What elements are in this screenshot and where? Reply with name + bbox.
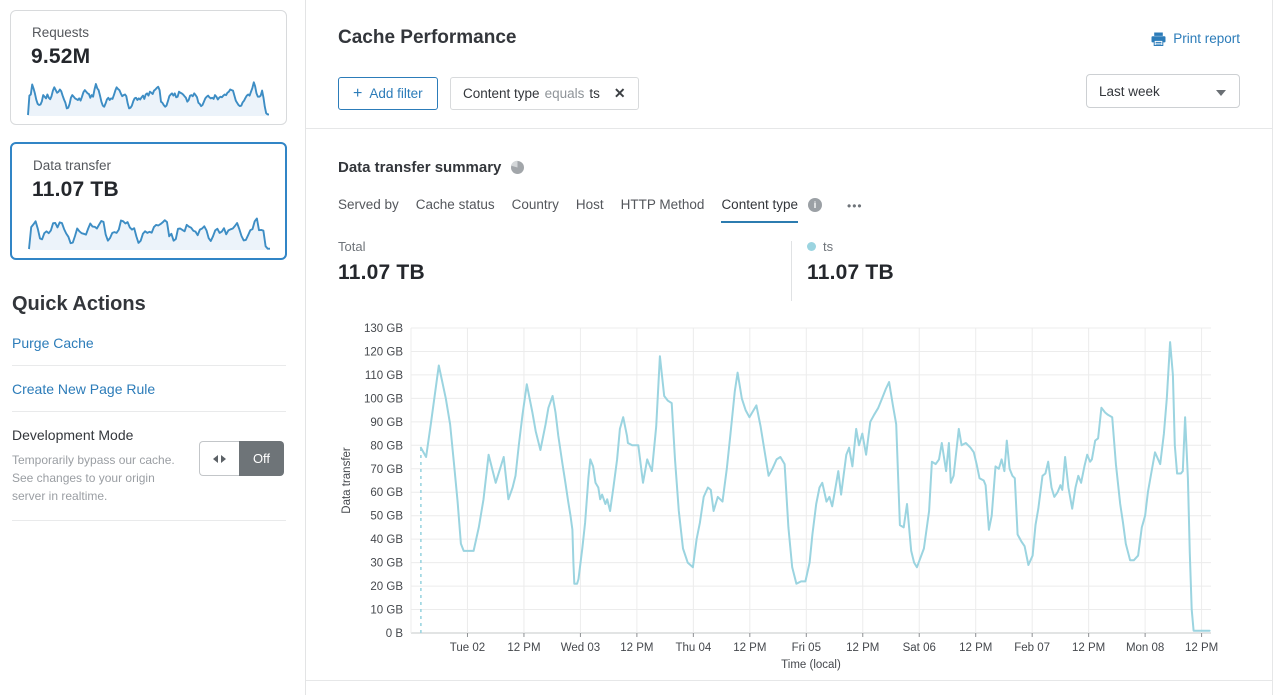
toggle-state-label: Off: [239, 441, 284, 476]
chart-bottom-divider: [306, 680, 1273, 681]
development-mode-toggle[interactable]: Off: [199, 441, 284, 476]
analytics-sidebar: Requests 9.52M Data transfer 11.07 TB Qu…: [0, 0, 305, 695]
svg-text:Thu 04: Thu 04: [675, 642, 711, 654]
total-label: Total: [338, 239, 366, 254]
summary-section-title: Data transfer summary: [338, 159, 525, 176]
data-transfer-chart[interactable]: 0 B 10 GB 20 GB 30 GB 40 GB 50 GB 60 GB 70 GB 80…: [336, 318, 1226, 678]
data-transfer-card-value: 11.07 TB: [32, 178, 119, 201]
requests-card-value: 9.52M: [31, 45, 91, 68]
summary-dimension-tabs: Served by Cache status Country Host HTTP…: [338, 197, 863, 223]
time-range-select[interactable]: Last week: [1086, 74, 1240, 108]
totals-divider: [791, 241, 792, 301]
quick-actions-section: Quick Actions Purge Cache Create New Pag…: [12, 293, 286, 521]
svg-text:Data transfer: Data transfer: [341, 447, 353, 514]
svg-text:50 GB: 50 GB: [370, 511, 403, 523]
svg-text:Tue 02: Tue 02: [450, 642, 485, 654]
tab-country[interactable]: Country: [511, 197, 559, 212]
quick-actions-title: Quick Actions: [12, 293, 146, 315]
svg-text:70 GB: 70 GB: [370, 464, 403, 476]
svg-text:Mon 08: Mon 08: [1126, 642, 1164, 654]
svg-text:40 GB: 40 GB: [370, 534, 403, 546]
chevron-down-icon: [1216, 90, 1226, 96]
ts-legend-dot-icon: [807, 242, 816, 251]
data-transfer-card-label: Data transfer: [33, 158, 112, 173]
ts-legend-label: ts: [823, 239, 834, 254]
requests-metric-card[interactable]: Requests 9.52M: [10, 10, 287, 125]
svg-text:20 GB: 20 GB: [370, 581, 403, 593]
tab-http-method[interactable]: HTTP Method: [620, 197, 705, 212]
svg-text:120 GB: 120 GB: [364, 346, 403, 358]
pie-chart-icon: [511, 160, 525, 174]
printer-icon: [1151, 32, 1166, 46]
print-report-button[interactable]: Print report: [1151, 31, 1240, 46]
development-mode-description: Temporarily bypass our cache. See change…: [12, 453, 175, 504]
development-mode-title: Development Mode: [12, 427, 134, 443]
more-tabs-ellipsis-icon[interactable]: •••: [847, 199, 863, 213]
svg-text:12 PM: 12 PM: [733, 642, 766, 654]
svg-text:90 GB: 90 GB: [370, 417, 403, 429]
page-title: Cache Performance: [338, 27, 517, 48]
tab-host[interactable]: Host: [575, 197, 604, 212]
svg-text:12 PM: 12 PM: [846, 642, 879, 654]
development-mode-row: Development Mode Temporarily bypass our …: [12, 412, 286, 521]
svg-text:12 PM: 12 PM: [1185, 642, 1218, 654]
cache-performance-panel: Cache Performance Print report + Add fil…: [305, 0, 1285, 695]
plus-icon: +: [353, 84, 363, 102]
add-filter-button[interactable]: + Add filter: [338, 77, 438, 110]
svg-text:12 PM: 12 PM: [959, 642, 992, 654]
svg-text:Fri 05: Fri 05: [792, 642, 821, 654]
create-new-page-rule-link[interactable]: Create New Page Rule: [12, 381, 156, 397]
svg-text:10 GB: 10 GB: [370, 605, 403, 617]
purge-cache-row: Purge Cache: [12, 320, 286, 366]
svg-text:12 PM: 12 PM: [1072, 642, 1105, 654]
filter-chip-operator: equals: [544, 86, 585, 101]
svg-text:80 GB: 80 GB: [370, 440, 403, 452]
data-transfer-metric-card[interactable]: Data transfer 11.07 TB: [10, 142, 287, 260]
filter-chip-content-type[interactable]: Content type equals ts ✕: [450, 77, 639, 110]
scrollbar-track-line[interactable]: [1272, 0, 1273, 695]
header-divider: [306, 128, 1273, 129]
time-range-value: Last week: [1099, 83, 1160, 99]
filter-chip-field: Content type: [463, 86, 540, 101]
left-triangle-icon: [213, 454, 218, 463]
svg-text:Time (local): Time (local): [781, 659, 841, 671]
data-transfer-sparkline: [28, 217, 270, 250]
svg-text:130 GB: 130 GB: [364, 323, 403, 335]
svg-text:Feb 07: Feb 07: [1014, 642, 1050, 654]
remove-filter-icon[interactable]: ✕: [613, 85, 626, 101]
svg-text:100 GB: 100 GB: [364, 393, 403, 405]
svg-text:60 GB: 60 GB: [370, 487, 403, 499]
svg-text:110 GB: 110 GB: [365, 370, 403, 382]
ts-series-value: 11.07 TB: [807, 261, 894, 284]
right-triangle-icon: [221, 454, 226, 463]
svg-text:Sat 06: Sat 06: [903, 642, 936, 654]
filter-chip-value: ts: [589, 86, 600, 101]
svg-text:Wed 03: Wed 03: [561, 642, 600, 654]
svg-text:12 PM: 12 PM: [507, 642, 540, 654]
summary-title-text: Data transfer summary: [338, 159, 502, 176]
tab-served-by[interactable]: Served by: [338, 197, 399, 212]
svg-text:12 PM: 12 PM: [620, 642, 653, 654]
toggle-arrows-icon: [199, 441, 239, 476]
tab-content-type[interactable]: Content type: [721, 197, 798, 223]
info-icon[interactable]: i: [808, 198, 822, 212]
svg-text:0 B: 0 B: [386, 628, 404, 640]
print-report-label: Print report: [1173, 31, 1240, 46]
create-page-rule-row: Create New Page Rule: [12, 366, 286, 412]
add-filter-label: Add filter: [369, 86, 423, 101]
requests-card-label: Requests: [32, 25, 90, 40]
total-value: 11.07 TB: [338, 261, 425, 284]
ts-series-block: ts 11.07 TB: [807, 239, 894, 285]
svg-text:30 GB: 30 GB: [370, 558, 403, 570]
purge-cache-link[interactable]: Purge Cache: [12, 335, 94, 351]
requests-sparkline: [27, 81, 269, 116]
total-metric-block: Total 11.07 TB: [338, 239, 425, 285]
tab-cache-status[interactable]: Cache status: [415, 197, 495, 212]
